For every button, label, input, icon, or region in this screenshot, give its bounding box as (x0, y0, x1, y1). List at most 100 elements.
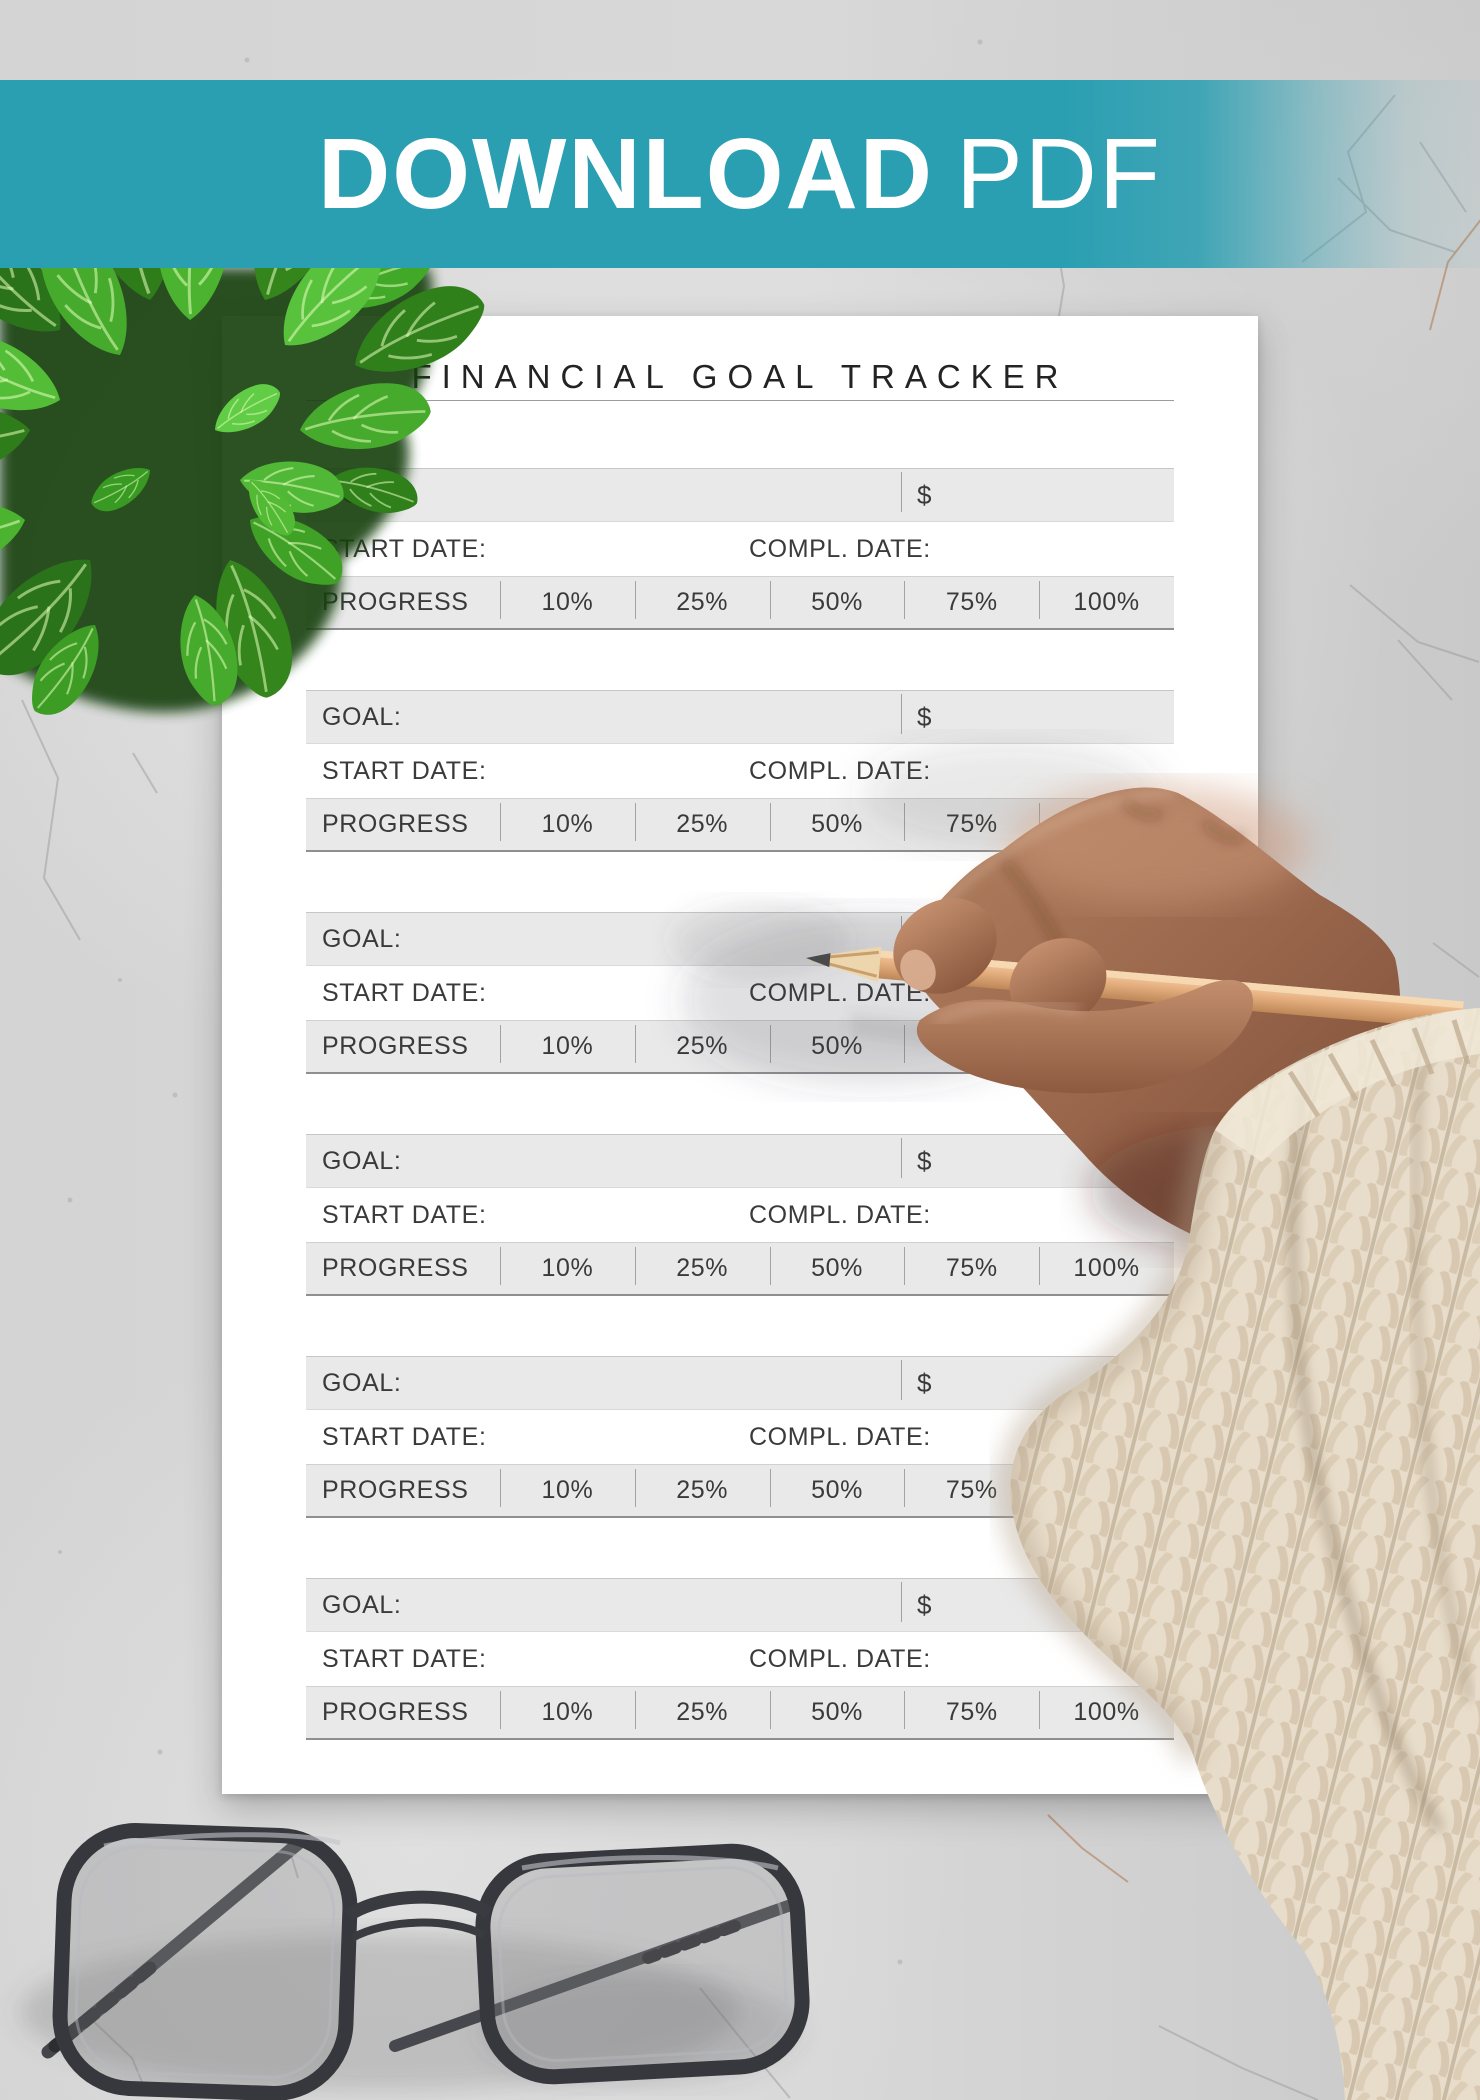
right-lens (475, 1843, 810, 2085)
goal-divider (901, 472, 902, 512)
start-date-label: START DATE: (322, 756, 487, 785)
dates-row: START DATE: COMPL. DATE: (306, 966, 1174, 1020)
start-date-label: START DATE: (322, 978, 487, 1007)
goal-tracker-section-1: GOAL: $ START DATE: COMPL. DATE: PROGRES… (306, 468, 1174, 630)
goal-divider (901, 1582, 902, 1622)
goal-row: GOAL: $ (306, 1578, 1174, 1632)
milestone-cell: 10% (500, 577, 635, 628)
goal-tracker-section-2: GOAL: $ START DATE: COMPL. DATE: PROGRES… (306, 690, 1174, 852)
milestone-cell: 75% (904, 799, 1039, 850)
compl-date-label: COMPL. DATE: (749, 978, 931, 1007)
milestone-cell: 10% (500, 799, 635, 850)
amount-prefix: $ (917, 479, 933, 510)
tracker-paper: FINANCIAL GOAL TRACKER GOAL: $ START DAT… (222, 316, 1258, 1794)
compl-date-label: COMPL. DATE: (749, 1422, 931, 1451)
progress-row: PROGRESS 10% 25% 50% 75% 100% (306, 798, 1174, 852)
dates-row: START DATE: COMPL. DATE: (306, 1632, 1174, 1686)
milestone-cell: 100% (1039, 1021, 1174, 1072)
goal-row: GOAL: $ (306, 912, 1174, 966)
download-label-secondary: PDF (955, 117, 1162, 230)
milestone-cell: 100% (1039, 1687, 1174, 1738)
milestone-cell: 50% (769, 1465, 905, 1516)
progress-row: PROGRESS 10% 25% 50% 75% 100% (306, 1242, 1174, 1296)
goal-label: GOAL: (322, 480, 402, 509)
progress-label: PROGRESS (322, 1254, 469, 1282)
milestone-cell: 50% (769, 799, 905, 850)
amount-prefix: $ (917, 923, 933, 954)
compl-date-label: COMPL. DATE: (749, 1644, 931, 1673)
goal-row: GOAL: $ (306, 468, 1174, 522)
milestone-cell: 100% (1039, 799, 1174, 850)
temple-arm-left (41, 1835, 307, 2059)
milestone-cell: 50% (769, 1687, 905, 1738)
goal-row: GOAL: $ (306, 1356, 1174, 1410)
compl-date-label: COMPL. DATE: (749, 756, 931, 785)
progress-label: PROGRESS (322, 588, 469, 616)
milestone-cell: 75% (904, 1243, 1039, 1294)
download-label-primary: DOWNLOAD (318, 117, 934, 230)
progress-row: PROGRESS 10% 25% 50% 75% 100% (306, 1686, 1174, 1740)
milestone-cell: 75% (904, 1021, 1039, 1072)
milestone-cell: 10% (500, 1021, 635, 1072)
goal-label: GOAL: (322, 924, 402, 953)
compl-date-label: COMPL. DATE: (749, 1200, 931, 1229)
milestone-cell: 10% (500, 1243, 635, 1294)
milestone-cell: 25% (634, 1021, 770, 1072)
milestone-cell: 50% (769, 1021, 905, 1072)
milestone-cell: 100% (1039, 1243, 1174, 1294)
progress-label: PROGRESS (322, 810, 469, 838)
goal-row: GOAL: $ (306, 690, 1174, 744)
milestone-cell: 100% (1039, 1465, 1174, 1516)
milestone-cell: 100% (1039, 577, 1174, 628)
milestone-cell: 75% (904, 577, 1039, 628)
start-date-label: START DATE: (322, 1200, 487, 1229)
dates-row: START DATE: COMPL. DATE: (306, 744, 1174, 798)
eyeglasses-photo (20, 1823, 810, 2100)
goal-label: GOAL: (322, 1590, 402, 1619)
milestone-cell: 25% (634, 577, 770, 628)
amount-prefix: $ (917, 1145, 933, 1176)
goal-label: GOAL: (322, 1368, 402, 1397)
goal-divider (901, 1138, 902, 1178)
page-title: FINANCIAL GOAL TRACKER (411, 358, 1069, 395)
milestone-cell: 10% (500, 1465, 635, 1516)
download-pdf-banner[interactable]: DOWNLOAD PDF (0, 80, 1480, 268)
temple-arm-right (389, 1900, 794, 2052)
milestone-cell: 25% (634, 799, 770, 850)
milestone-cell: 25% (634, 1687, 770, 1738)
progress-row: PROGRESS 10% 25% 50% 75% 100% (306, 1020, 1174, 1074)
goal-divider (901, 1360, 902, 1400)
goal-row: GOAL: $ (306, 1134, 1174, 1188)
dates-row: START DATE: COMPL. DATE: (306, 522, 1174, 576)
progress-row: PROGRESS 10% 25% 50% 75% 100% (306, 1464, 1174, 1518)
goal-tracker-section-3: GOAL: $ START DATE: COMPL. DATE: PROGRES… (306, 912, 1174, 1074)
goal-label: GOAL: (322, 1146, 402, 1175)
milestone-cell: 25% (634, 1465, 770, 1516)
goal-divider (901, 916, 902, 956)
goal-tracker-section-5: GOAL: $ START DATE: COMPL. DATE: PROGRES… (306, 1356, 1174, 1518)
start-date-label: START DATE: (322, 534, 487, 563)
goal-label: GOAL: (322, 702, 402, 731)
progress-row: PROGRESS 10% 25% 50% 75% 100% (306, 576, 1174, 630)
dates-row: START DATE: COMPL. DATE: (306, 1188, 1174, 1242)
milestone-cell: 75% (904, 1465, 1039, 1516)
amount-prefix: $ (917, 1589, 933, 1620)
milestone-cell: 50% (769, 1243, 905, 1294)
goal-divider (901, 694, 902, 734)
progress-label: PROGRESS (322, 1476, 469, 1504)
amount-prefix: $ (917, 701, 933, 732)
glasses-bridge (344, 1890, 493, 1922)
left-lens (52, 1823, 358, 2100)
milestone-cell: 10% (500, 1687, 635, 1738)
title-rule (306, 400, 1174, 401)
dates-row: START DATE: COMPL. DATE: (306, 1410, 1174, 1464)
goal-tracker-section-6: GOAL: $ START DATE: COMPL. DATE: PROGRES… (306, 1578, 1174, 1740)
compl-date-label: COMPL. DATE: (749, 534, 931, 563)
start-date-label: START DATE: (322, 1422, 487, 1451)
milestone-cell: 25% (634, 1243, 770, 1294)
progress-label: PROGRESS (322, 1698, 469, 1726)
progress-label: PROGRESS (322, 1032, 469, 1060)
milestone-cell: 75% (904, 1687, 1039, 1738)
start-date-label: START DATE: (322, 1644, 487, 1673)
